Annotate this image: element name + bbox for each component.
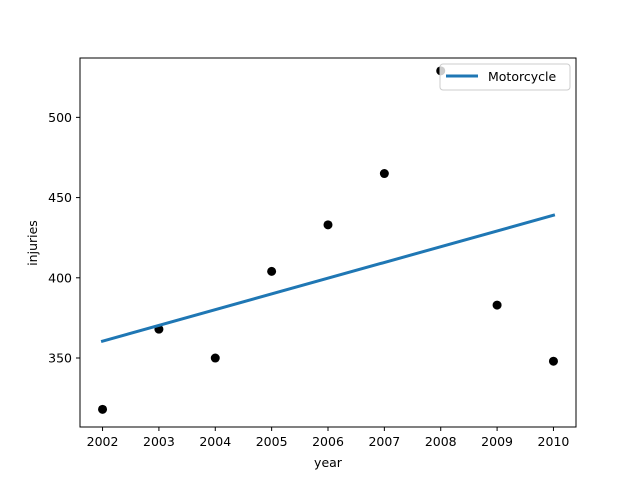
x-tick-label-2007: 2007 [368,434,400,449]
x-tick-label-2002: 2002 [87,434,119,449]
data-point-2010 [548,356,558,366]
x-tick-label-2003: 2003 [143,434,175,449]
x-tick-label-2009: 2009 [481,434,513,449]
data-points [98,66,558,414]
data-point-2009 [492,300,502,310]
x-axis-ticks: 2002 2003 2004 2005 2006 2007 2008 2009 2010 [87,427,570,449]
data-point-2006 [323,220,333,230]
plot-area-frame [79,57,577,428]
y-tick-label-400: 400 [48,270,72,285]
trend-line-motorcycle [100,213,556,344]
y-axis-ticks: 350 400 450 500 [48,110,80,366]
data-point-2007 [379,169,389,179]
y-axis-label: injuries [25,220,40,266]
x-tick-label-2010: 2010 [538,434,570,449]
legend-box [439,63,571,91]
y-tick-label-350: 350 [48,351,72,366]
legend: Motorcycle [439,63,571,91]
data-point-2005 [267,266,277,276]
y-tick-label-500: 500 [48,110,72,125]
x-axis-label: year [314,455,343,470]
x-tick-label-2005: 2005 [256,434,288,449]
x-tick-label-2004: 2004 [199,434,231,449]
data-point-2002 [98,404,108,414]
y-tick-label-450: 450 [48,190,72,205]
trend-line-layer [100,213,556,344]
data-point-2004 [210,353,220,363]
legend-label-motorcycle: Motorcycle [488,69,556,84]
x-tick-label-2006: 2006 [312,434,344,449]
x-tick-label-2008: 2008 [425,434,457,449]
